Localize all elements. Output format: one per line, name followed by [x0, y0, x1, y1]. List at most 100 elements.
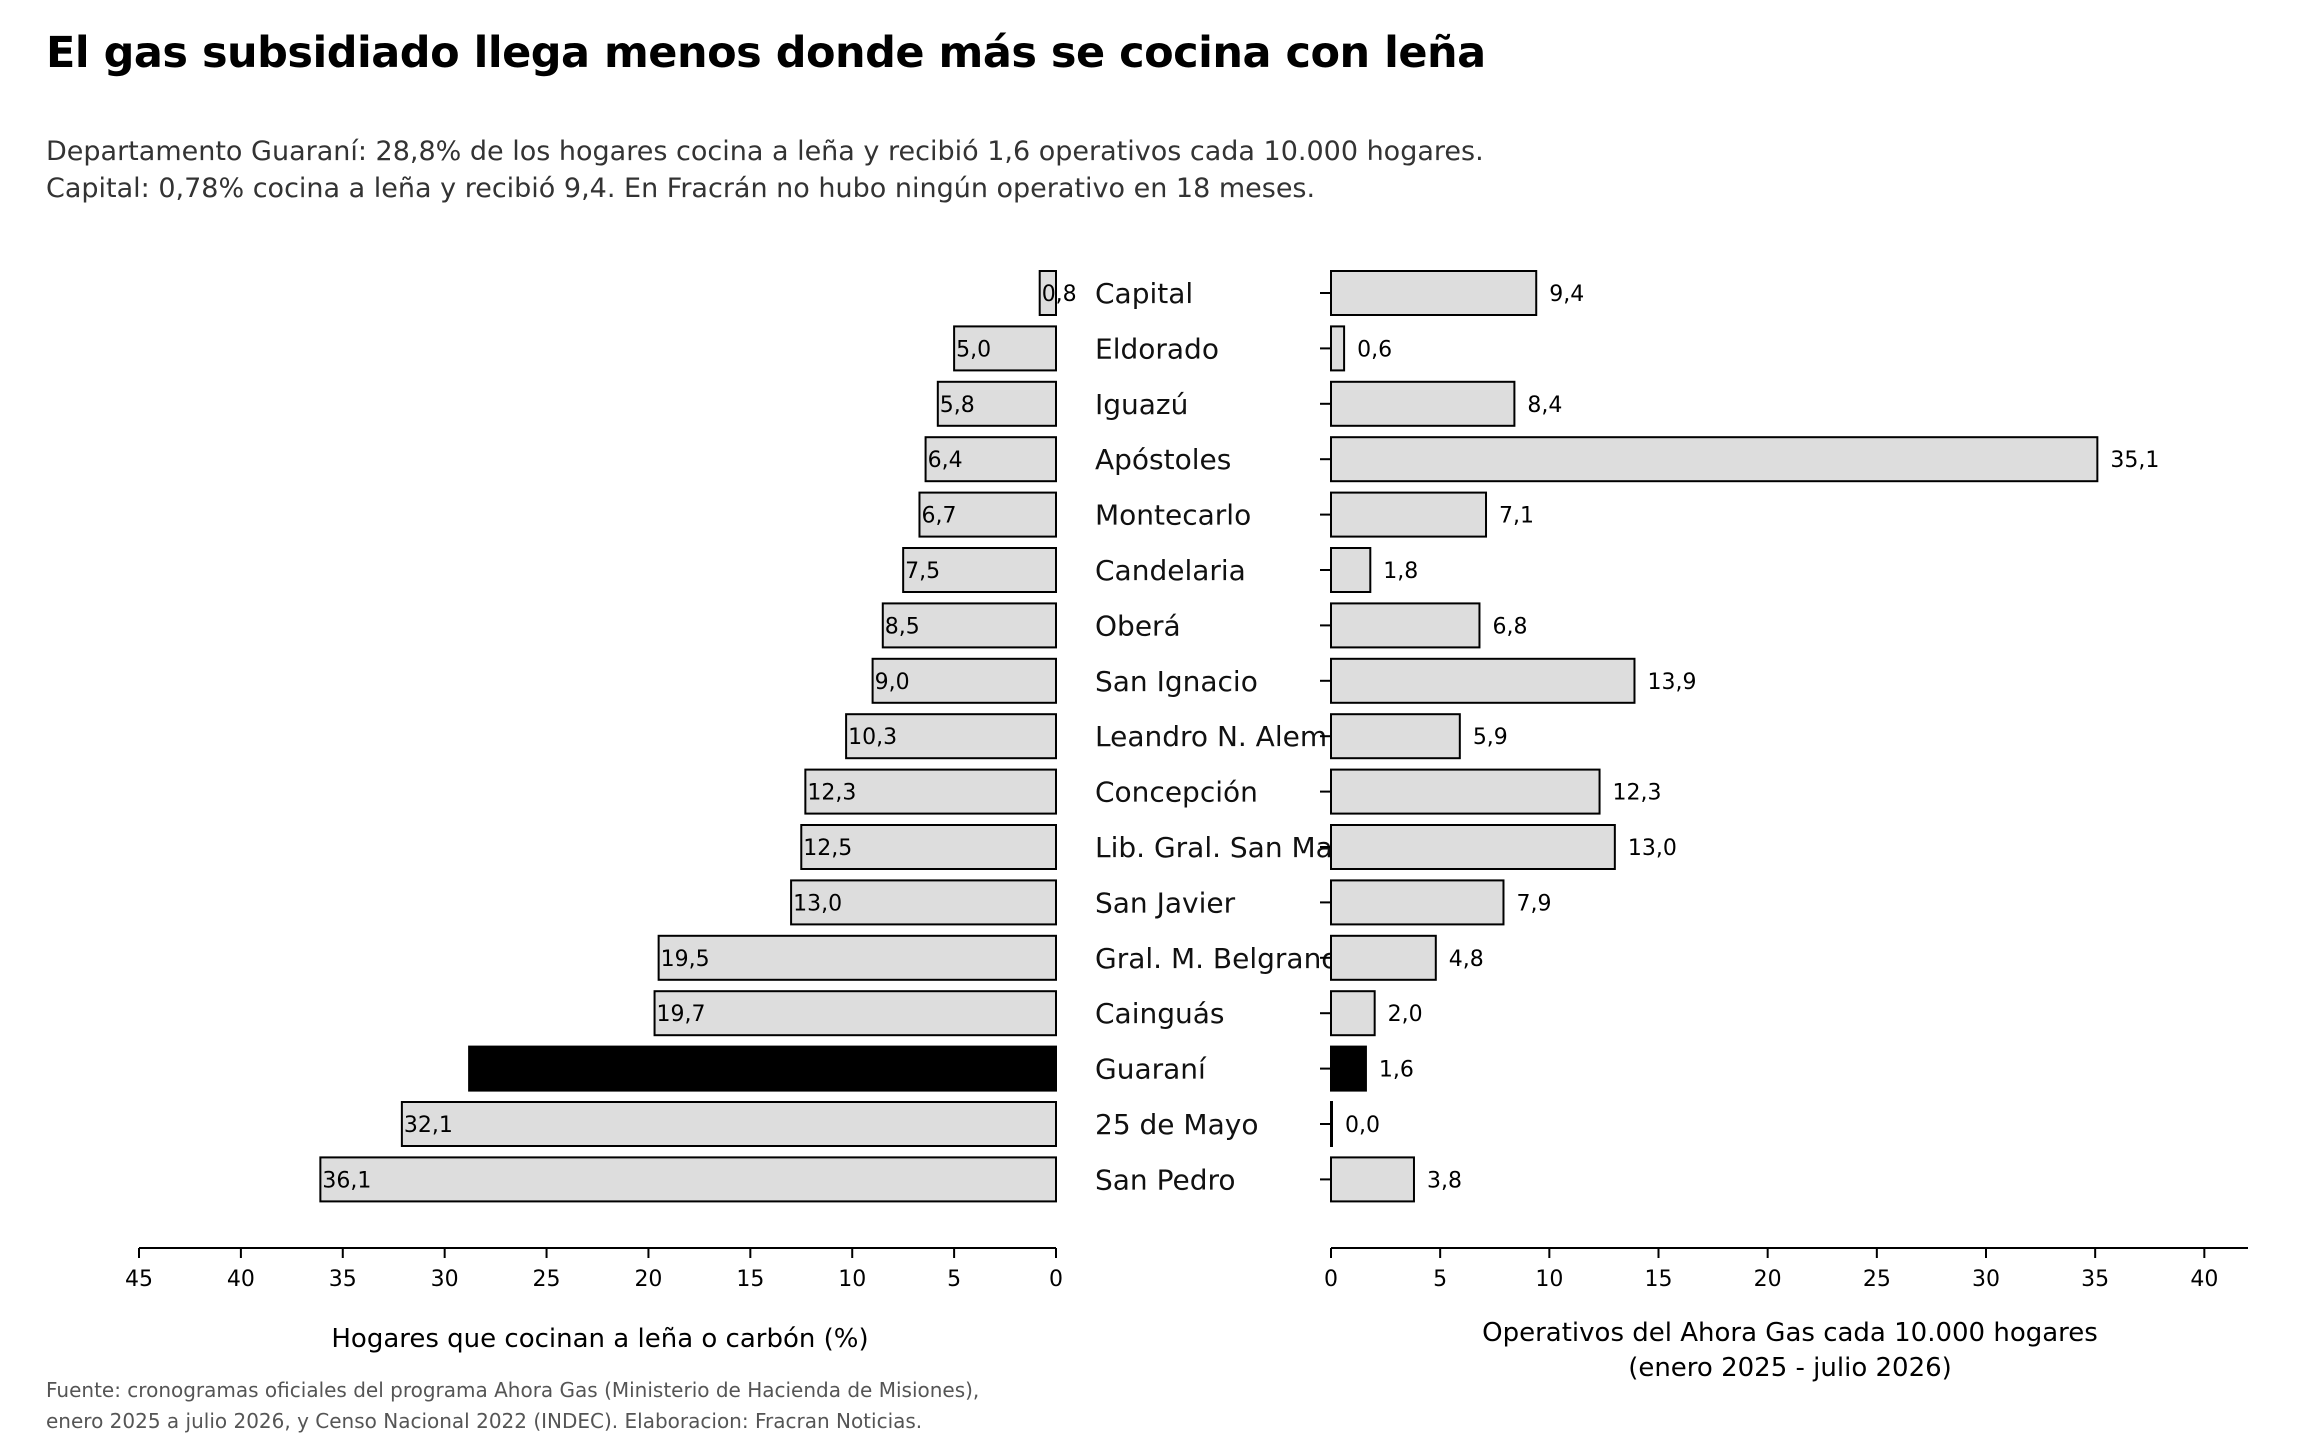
right-bar: [1330, 934, 1437, 981]
right-value-label: 5,9: [1473, 725, 1508, 750]
category-label: San Ignacio: [1095, 665, 1258, 698]
right-x-tick-label: 30: [1972, 1267, 2000, 1292]
right-bar: [1330, 380, 1516, 427]
source-line: Fuente: cronogramas oficiales del progra…: [46, 1378, 980, 1402]
left-bar: [1038, 270, 1057, 316]
source-note: Fuente: cronogramas oficiales del progra…: [46, 1375, 979, 1437]
category-label: Oberá: [1095, 609, 1181, 642]
right-value-label: 7,1: [1499, 504, 1534, 529]
left-bar: [881, 602, 1057, 649]
right-value-label: 3,8: [1427, 1168, 1462, 1193]
right-bar: [1330, 1045, 1367, 1092]
category-label: Capital: [1095, 277, 1193, 310]
left-value-label: 28,8: [471, 1058, 520, 1083]
right-x-tick-label: 15: [1645, 1267, 1673, 1292]
category-label: San Pedro: [1095, 1163, 1236, 1196]
right-x-tick-label: 25: [1863, 1267, 1891, 1292]
right-bar: [1330, 491, 1488, 538]
left-value-label: 6,7: [921, 504, 956, 529]
left-bar: [845, 713, 1057, 760]
left-x-tick-label: 45: [125, 1267, 153, 1292]
left-x-tick-label: 30: [431, 1267, 459, 1292]
right-bar: [1330, 436, 2099, 483]
left-value-label: 13,0: [793, 891, 842, 916]
right-bar: [1330, 657, 1636, 704]
right-bar: [1330, 547, 1372, 593]
right-value-label: 13,9: [1647, 670, 1696, 695]
right-value-label: 0,6: [1357, 337, 1392, 362]
left-bar: [653, 990, 1058, 1037]
category-label: Concepción: [1095, 776, 1258, 809]
left-value-label: 12,5: [803, 836, 852, 861]
category-label: San Javier: [1095, 886, 1236, 919]
right-bar: [1330, 879, 1505, 926]
right-bar: [1330, 602, 1481, 649]
right-bar: [1330, 270, 1538, 316]
right-value-label: 9,4: [1549, 282, 1584, 307]
left-value-label: 5,0: [956, 337, 991, 362]
right-bar: [1330, 713, 1461, 760]
left-value-label: 0,8: [1042, 282, 1077, 307]
left-x-axis-title: Hogares que cocinan a leña o carbón (%): [331, 1324, 868, 1354]
right-value-label: 6,8: [1492, 614, 1527, 639]
right-bar: [1330, 768, 1601, 815]
left-bar: [790, 879, 1057, 926]
category-label: Candelaria: [1095, 554, 1246, 587]
source-line: enero 2025 a julio 2026, y Censo Naciona…: [46, 1409, 923, 1433]
right-x-tick-label: 0: [1324, 1267, 1338, 1292]
left-x-tick-label: 15: [736, 1267, 764, 1292]
left-value-label: 8,5: [885, 614, 920, 639]
right-value-label: 13,0: [1628, 836, 1677, 861]
right-x-tick-label: 5: [1433, 1267, 1447, 1292]
left-x-tick-label: 25: [533, 1267, 561, 1292]
left-bar: [918, 491, 1057, 538]
category-label: Montecarlo: [1095, 499, 1251, 532]
left-bar: [871, 657, 1057, 704]
category-label: Leandro N. Alem: [1095, 720, 1327, 753]
right-bar: [1330, 990, 1376, 1037]
left-value-label: 5,8: [940, 393, 975, 418]
left-x-tick-label: 20: [634, 1267, 662, 1292]
left-bar: [902, 547, 1058, 593]
left-x-tick-label: 40: [227, 1267, 255, 1292]
left-value-label: 9,0: [875, 670, 910, 695]
left-value-label: 36,1: [322, 1168, 371, 1193]
category-label: Iguazú: [1095, 388, 1188, 421]
right-value-label: 8,4: [1527, 393, 1562, 418]
left-bar: [924, 436, 1057, 483]
left-bar: [936, 380, 1058, 427]
left-value-label: 6,4: [928, 448, 963, 473]
subtitle-line: Departamento Guaraní: 28,8% de los hogar…: [46, 136, 1484, 167]
right-x-axis-title: Operativos del Ahora Gas cada 10.000 hog…: [1482, 1318, 2098, 1348]
right-bar: [1330, 1101, 1333, 1147]
category-label: Apóstoles: [1095, 443, 1231, 476]
category-label: 25 de Mayo: [1095, 1108, 1258, 1141]
left-bar: [657, 934, 1058, 981]
category-label: Gral. M. Belgrano: [1095, 942, 1338, 975]
left-value-label: 19,5: [661, 947, 710, 972]
right-value-label: 1,6: [1379, 1058, 1414, 1083]
left-value-label: 10,3: [848, 725, 897, 750]
left-bar: [800, 824, 1057, 870]
right-bar: [1330, 1156, 1415, 1203]
right-x-tick-label: 10: [1535, 1267, 1563, 1292]
right-value-label: 12,3: [1613, 781, 1662, 806]
right-x-axis-title: (enero 2025 - julio 2026): [1628, 1353, 1952, 1383]
left-value-label: 12,3: [807, 781, 856, 806]
right-value-label: 4,8: [1449, 947, 1484, 972]
right-bar: [1330, 325, 1346, 372]
left-value-label: 32,1: [404, 1113, 453, 1138]
left-x-tick-label: 5: [947, 1267, 961, 1292]
left-value-label: 7,5: [905, 559, 940, 584]
left-bar: [400, 1101, 1057, 1147]
left-bar: [468, 1045, 1057, 1092]
right-x-tick-label: 35: [2081, 1267, 2109, 1292]
right-value-label: 35,1: [2110, 448, 2159, 473]
right-value-label: 0,0: [1345, 1113, 1380, 1138]
left-bar: [804, 768, 1057, 815]
right-value-label: 7,9: [1516, 891, 1551, 916]
left-x-tick-label: 10: [838, 1267, 866, 1292]
right-value-label: 2,0: [1388, 1002, 1423, 1027]
left-value-label: 19,7: [657, 1002, 706, 1027]
